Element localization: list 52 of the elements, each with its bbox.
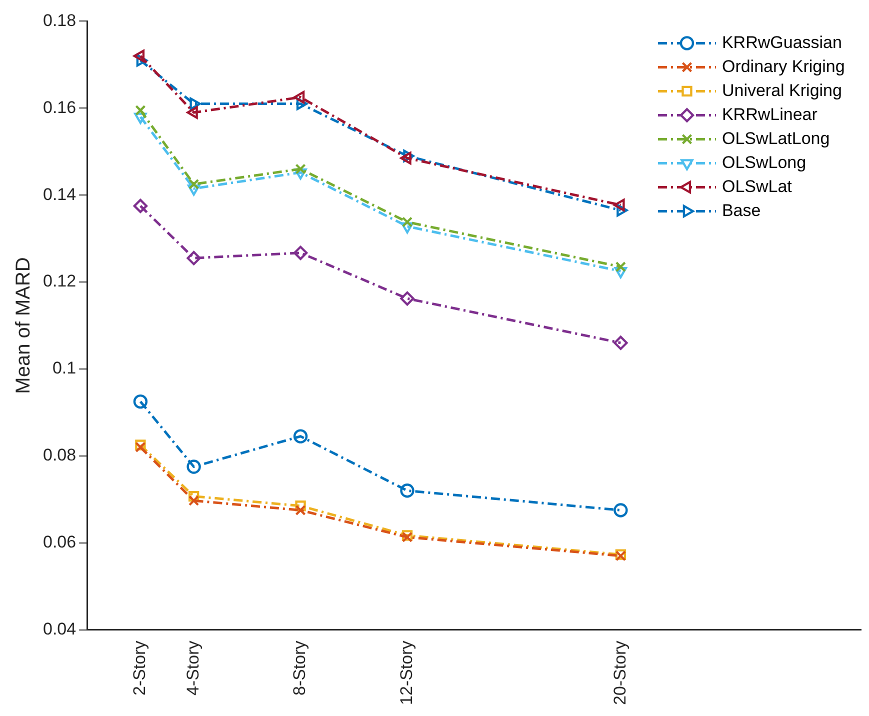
point [614,267,627,278]
point [133,394,148,409]
point [293,246,308,260]
point [295,500,306,512]
point [188,495,200,506]
y-tick-label: 0.04 [42,619,76,638]
y-tick-label: 0.06 [42,532,76,552]
legend-label: OLSwLat [722,176,792,196]
point [188,184,200,196]
legend-label: KRRwGuassian [722,32,842,52]
point [133,198,148,214]
point [294,168,307,180]
point [614,198,625,212]
point [135,440,146,450]
y-tick-label: 0.18 [42,10,76,30]
point [615,261,626,272]
point [135,442,146,453]
point [186,460,201,474]
y-tick-label: 0.12 [42,272,76,291]
legend-label: Ordinary Kriging [722,56,845,76]
y-tick-label: 0.1 [52,358,76,378]
x-tick-label: 12-Story [396,640,416,705]
x-tick-label: 20-Story [610,640,630,705]
point [400,291,414,306]
point [135,104,146,116]
point [296,97,308,110]
x-tick-label: 8-Story [290,640,310,696]
legend-label: Base [722,200,761,220]
legend-label: KRRwLinear [722,104,818,124]
point [136,54,148,67]
point [402,216,413,228]
x-tick-label: 4-Story [183,640,202,696]
y-tick-label: 0.14 [42,184,76,204]
point [400,222,414,234]
point [188,490,200,502]
y-tick-label: 0.08 [42,446,76,465]
legend-label: OLSwLatLong [722,128,830,148]
point [400,484,414,498]
point [614,336,628,350]
point [614,503,628,518]
point [186,251,201,266]
y-tick-label: 0.16 [42,98,76,117]
point [403,150,414,162]
legend-label: OLSwLong [722,152,806,172]
point [293,429,308,444]
point [134,112,147,124]
point [190,97,201,110]
point [295,504,306,516]
x-tick-label: 2-Story [130,640,150,696]
legend-label: Univeral Kriging [722,80,842,100]
y-axis-title: Mean of MARD [12,257,35,394]
point [188,178,200,190]
